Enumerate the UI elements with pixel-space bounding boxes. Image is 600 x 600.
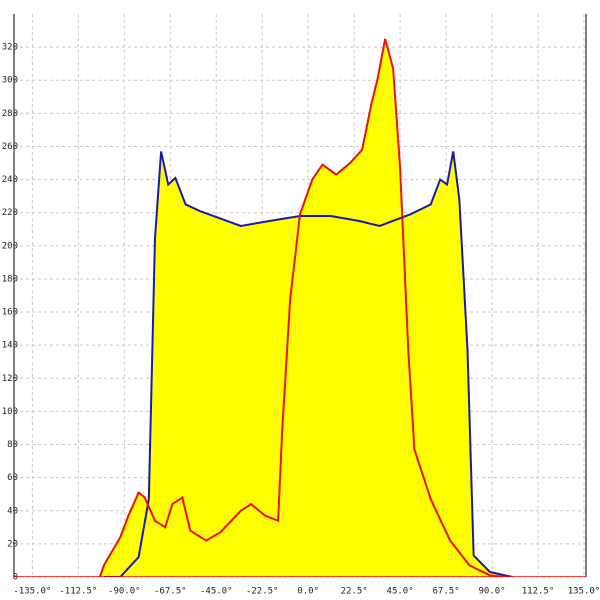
y-tick-label: 20 xyxy=(7,539,18,549)
x-tick-label: 0.0° xyxy=(297,587,319,597)
x-tick-label: 112.5° xyxy=(522,587,555,597)
x-tick-label: -45.0° xyxy=(200,587,233,597)
y-tick-label: 180 xyxy=(2,274,18,284)
y-tick-label: 300 xyxy=(2,76,18,86)
y-tick-label: 100 xyxy=(2,407,18,417)
x-tick-label: 90.0° xyxy=(478,587,505,597)
x-tick-label: 22.5° xyxy=(341,587,368,597)
x-tick-label: -67.5° xyxy=(154,587,187,597)
x-tick-label: 67.5° xyxy=(433,587,460,597)
area-fills xyxy=(99,38,513,577)
x-tick-label: 45.0° xyxy=(387,587,414,597)
y-tick-label: 220 xyxy=(2,208,18,218)
y-tick-label: 0 xyxy=(13,573,18,583)
x-tick-label: -22.5° xyxy=(246,587,279,597)
y-tick-label: 120 xyxy=(2,374,18,384)
x-tick-label: -135.0° xyxy=(13,587,51,597)
tick-labels: 0 20 40 60 80 100 120 140 160 180 200 220 240 260 280 3… xyxy=(2,43,600,597)
x-tick-label: -112.5° xyxy=(59,587,97,597)
y-tick-label: 60 xyxy=(7,473,18,483)
y-tick-label: 320 xyxy=(2,43,18,53)
y-tick-label: 200 xyxy=(2,241,18,251)
series-line xyxy=(103,151,513,577)
y-tick-label: 140 xyxy=(2,341,18,351)
y-tick-label: 240 xyxy=(2,175,18,185)
axes xyxy=(13,14,587,577)
x-tick-label: 135.0° xyxy=(568,587,600,597)
lines xyxy=(14,38,586,577)
area-fill xyxy=(99,38,505,577)
y-tick-label: 40 xyxy=(7,506,18,516)
y-tick-label: 260 xyxy=(2,142,18,152)
y-tick-label: 160 xyxy=(2,308,18,318)
y-tick-label: 80 xyxy=(7,440,18,450)
y-tick-label: 280 xyxy=(2,109,18,119)
x-tick-label: -90.0° xyxy=(108,587,141,597)
series-line xyxy=(98,38,505,577)
